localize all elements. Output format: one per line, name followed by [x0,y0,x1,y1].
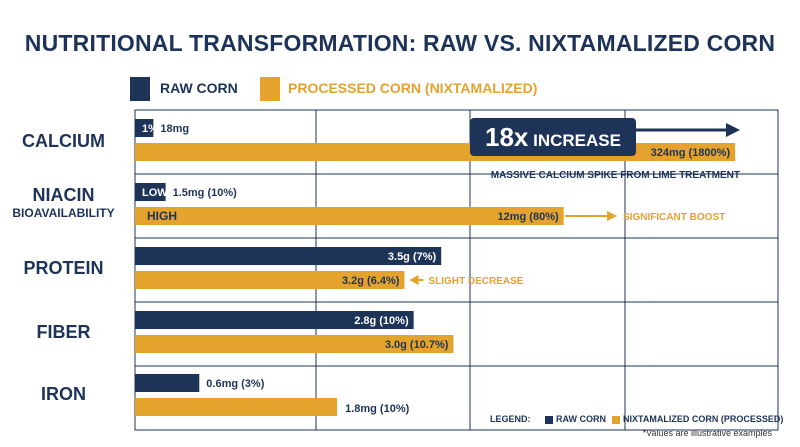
callout-text: 18x INCREASE [485,122,621,152]
bar-label-raw-outside-1: 1.5mg (10%) [173,187,238,199]
annotation-niacin-note: SIGNIFICANT BOOST [623,212,725,223]
bar-label-processed-0: 324mg (1800%) [651,147,731,159]
protein-arrow-head [409,275,419,285]
bar-label-processed-left-1: HIGH [147,209,177,223]
category-label-protein: PROTEIN [23,258,104,278]
legend-label-raw: RAW CORN [160,80,238,96]
legend-swatch-raw [130,77,150,101]
bottom-legend-swatch-processed [612,416,620,424]
bar-label-raw-3: 2.8g (10%) [354,315,409,327]
bar-processed-4 [135,398,338,416]
bottom-legend-swatch-raw [545,416,553,424]
bar-processed-2 [135,271,405,289]
niacin-arrow-head [607,211,617,221]
bar-label-processed-3: 3.0g (10.7%) [385,339,449,351]
bar-label-raw-outside-0: 18mg [160,123,189,135]
callout-text-small: INCREASE [528,131,621,150]
bar-raw-4 [135,374,200,392]
category-label-calcium: CALCIUM [22,131,105,151]
callout-box [470,118,636,156]
bar-label-processed-outside-4: 1.8mg (10%) [345,403,410,415]
bottom-legend-raw: RAW CORN [556,414,606,424]
legend-label-processed: PROCESSED CORN (NIXTAMALIZED) [288,80,538,96]
bar-label-processed-1: 12mg (80%) [498,211,559,223]
bar-raw-2 [135,247,442,265]
chart-title: NUTRITIONAL TRANSFORMATION: RAW VS. NIXT… [24,30,776,56]
bar-processed-0 [135,143,736,161]
bar-label-raw-0: 1% [142,123,158,135]
callout-arrow-head [726,123,740,137]
category-label-niacin: NIACIN [32,185,95,205]
bar-label-raw-2: 3.5g (7%) [388,251,437,263]
annotation-calcium-note: MASSIVE CALCIUM SPIKE FROM LIME TREATMEN… [491,170,740,181]
category-label-iron: IRON [41,384,86,404]
category-sublabel-niacin: BIOAVAILABILITY [12,206,115,220]
bar-label-processed-2: 3.2g (6.4%) [342,275,400,287]
bottom-legend-processed: NIXTAMALIZED CORN (PROCESSED) [623,414,784,424]
annotation-protein-note: SLIGHT DECREASE [428,276,523,287]
bar-label-raw-outside-4: 0.6mg (3%) [206,378,264,390]
legend-swatch-processed [260,77,280,101]
bar-raw-0 [135,119,154,137]
plot-frame [134,109,779,431]
bar-processed-3 [135,335,454,353]
bar-raw-1 [135,183,166,201]
bottom-legend-title: LEGEND: [490,414,531,424]
bar-processed-1 [135,207,564,225]
footnote: *Values are illustrative examples [642,428,772,438]
category-label-fiber: FIBER [36,322,91,342]
bar-raw-3 [135,311,414,329]
bar-label-raw-1: LOW [142,187,168,199]
callout-text-big: 18x [485,122,529,152]
